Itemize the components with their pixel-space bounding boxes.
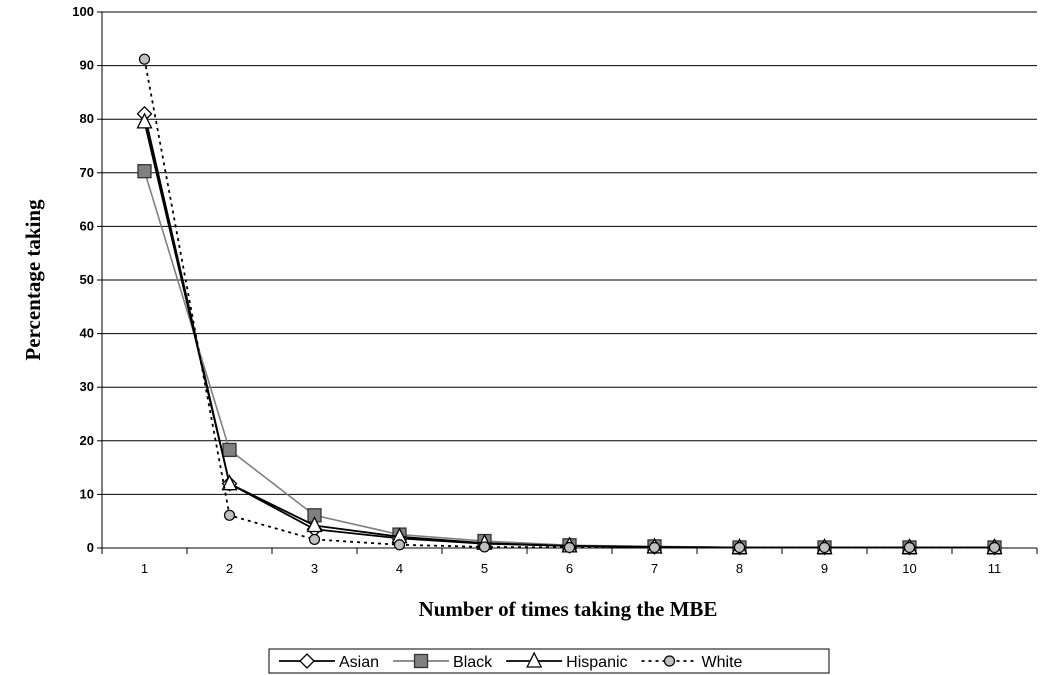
x-tick-label: 10 xyxy=(902,561,916,576)
x-tick-label: 6 xyxy=(566,561,573,576)
legend-label: Black xyxy=(453,654,493,671)
data-point-hispanic xyxy=(306,516,323,533)
series-group xyxy=(136,53,1003,556)
x-axis-ticks: 1 2 3 4 5 6 7 8 9 10 11 xyxy=(101,548,1038,576)
legend-marker xyxy=(526,651,543,668)
legend-item-white: White xyxy=(641,654,743,671)
x-tick-label: 8 xyxy=(736,561,743,576)
series-asian xyxy=(136,105,1003,556)
y-tick-label: 50 xyxy=(80,272,94,287)
data-point-white xyxy=(138,53,151,65)
data-point-hispanic xyxy=(221,474,238,491)
data-point-white xyxy=(393,539,406,551)
x-tick-label: 7 xyxy=(651,561,658,576)
data-point-white xyxy=(308,533,321,546)
x-tick-label: 5 xyxy=(481,561,488,576)
data-point-white xyxy=(988,541,1001,554)
y-tick-label: 30 xyxy=(80,379,94,394)
legend-marker xyxy=(413,653,429,669)
y-axis-ticks: 0 10 20 30 40 50 60 70 80 90 100 xyxy=(72,4,102,555)
y-tick-label: 80 xyxy=(80,111,94,126)
x-tick-label: 3 xyxy=(311,561,318,576)
x-tick-label: 9 xyxy=(821,561,828,576)
gridlines xyxy=(102,11,1037,495)
y-tick-label: 40 xyxy=(80,326,94,341)
data-point-white xyxy=(903,541,916,554)
y-tick-label: 0 xyxy=(87,540,94,555)
data-point-black xyxy=(222,442,237,458)
legend-label: Asian xyxy=(339,654,379,671)
data-point-white xyxy=(733,541,746,554)
y-tick-label: 20 xyxy=(80,433,94,448)
series-black xyxy=(137,164,1002,555)
legend-marker xyxy=(663,655,676,667)
x-tick-label: 1 xyxy=(141,561,148,576)
data-point-white xyxy=(223,509,236,521)
legend-label: Hispanic xyxy=(566,654,627,671)
x-tick-label: 11 xyxy=(988,561,1002,576)
x-tick-label: 4 xyxy=(396,561,403,576)
legend-item-asian: Asian xyxy=(279,653,379,671)
series-line-hispanic xyxy=(143,121,995,549)
x-tick-label: 2 xyxy=(226,561,233,576)
y-tick-label: 100 xyxy=(72,4,94,19)
series-line-black xyxy=(143,170,995,549)
series-line-white xyxy=(143,59,995,549)
y-axis-title: Percentage taking xyxy=(21,199,45,361)
data-point-black xyxy=(137,164,152,179)
data-point-white xyxy=(818,541,831,554)
legend-item-hispanic: Hispanic xyxy=(506,651,628,671)
legend-marker xyxy=(299,653,315,669)
data-point-hispanic xyxy=(136,112,153,129)
y-tick-label: 70 xyxy=(80,165,94,180)
legend-label: White xyxy=(702,654,743,671)
y-tick-label: 10 xyxy=(80,486,94,501)
y-tick-label: 60 xyxy=(80,218,94,233)
legend-item-black: Black xyxy=(393,653,493,671)
series-white xyxy=(138,53,1001,554)
data-point-white xyxy=(478,541,491,553)
data-point-white xyxy=(563,541,576,554)
data-point-white xyxy=(648,541,661,554)
y-tick-label: 90 xyxy=(80,58,94,73)
legend: Asian Black Hispanic White xyxy=(268,648,830,674)
x-axis-title: Number of times taking the MBE xyxy=(419,597,718,621)
